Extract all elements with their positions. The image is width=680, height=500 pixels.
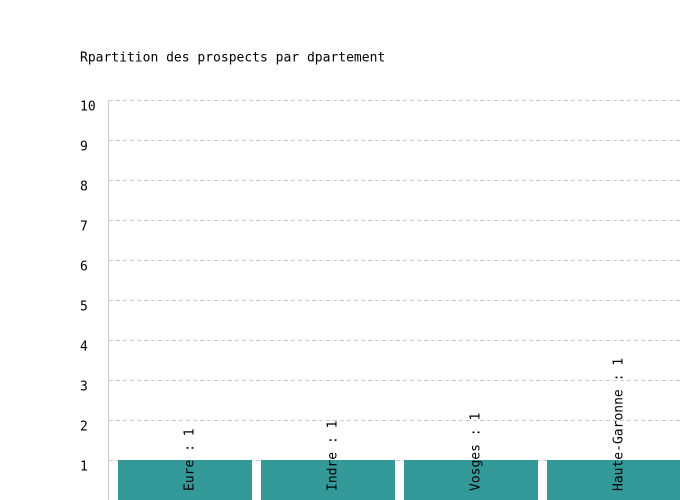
y-tick-label: 4	[80, 340, 88, 355]
y-tick-label: 9	[80, 140, 88, 155]
y-tick-label: 1	[80, 460, 88, 475]
bar	[547, 460, 680, 500]
y-tick-label: 7	[80, 220, 88, 235]
bar	[261, 460, 395, 500]
y-tick-label: 5	[80, 300, 88, 315]
bar	[404, 460, 538, 500]
chart-title: Rpartition des prospects par dpartement	[80, 51, 385, 66]
value-label: Vosges : 1	[469, 413, 484, 491]
y-tick-label: 10	[80, 100, 96, 115]
y-tick-label: 3	[80, 380, 88, 395]
y-tick-label: 6	[80, 260, 88, 275]
bar	[118, 460, 252, 500]
value-label: Indre : 1	[326, 421, 341, 491]
y-tick-label: 2	[80, 420, 88, 435]
value-label: Haute-Garonne : 1	[612, 358, 627, 491]
y-tick-label: 8	[80, 180, 88, 195]
value-label: Eure : 1	[183, 428, 198, 491]
